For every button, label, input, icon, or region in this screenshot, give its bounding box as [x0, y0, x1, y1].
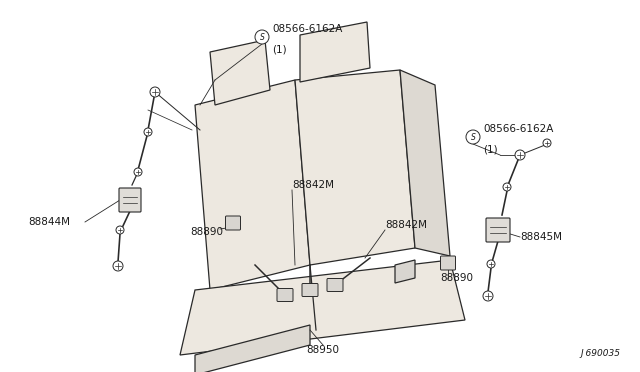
- Text: 88842M: 88842M: [385, 220, 427, 230]
- Circle shape: [515, 150, 525, 160]
- Text: S: S: [260, 32, 264, 42]
- Circle shape: [134, 168, 142, 176]
- Circle shape: [483, 291, 493, 301]
- Text: 08566-6162A: 08566-6162A: [483, 124, 554, 134]
- Text: 88890: 88890: [440, 273, 473, 283]
- Text: (1): (1): [272, 44, 287, 54]
- FancyBboxPatch shape: [486, 218, 510, 242]
- Polygon shape: [300, 22, 370, 82]
- Circle shape: [466, 130, 480, 144]
- FancyBboxPatch shape: [225, 216, 241, 230]
- Polygon shape: [395, 260, 415, 283]
- Circle shape: [144, 128, 152, 136]
- Text: J 690035: J 690035: [580, 349, 620, 358]
- Circle shape: [150, 87, 160, 97]
- Polygon shape: [400, 70, 450, 256]
- FancyBboxPatch shape: [327, 279, 343, 292]
- Polygon shape: [195, 80, 310, 290]
- Circle shape: [255, 30, 269, 44]
- Circle shape: [543, 139, 551, 147]
- FancyBboxPatch shape: [119, 188, 141, 212]
- Polygon shape: [295, 70, 415, 265]
- Circle shape: [113, 261, 123, 271]
- Text: 88845M: 88845M: [520, 232, 562, 242]
- Text: 08566-6162A: 08566-6162A: [272, 24, 342, 34]
- Text: 88844M: 88844M: [28, 217, 70, 227]
- Polygon shape: [180, 260, 465, 355]
- FancyBboxPatch shape: [277, 289, 293, 301]
- FancyBboxPatch shape: [302, 283, 318, 296]
- FancyBboxPatch shape: [440, 256, 456, 270]
- Circle shape: [116, 226, 124, 234]
- Polygon shape: [210, 40, 270, 105]
- Text: (1): (1): [483, 144, 498, 154]
- Text: S: S: [470, 132, 476, 141]
- Text: 88950: 88950: [307, 345, 339, 355]
- Circle shape: [503, 183, 511, 191]
- Text: 88890: 88890: [190, 227, 223, 237]
- Polygon shape: [195, 325, 310, 372]
- Circle shape: [487, 260, 495, 268]
- Text: 88842M: 88842M: [292, 180, 334, 190]
